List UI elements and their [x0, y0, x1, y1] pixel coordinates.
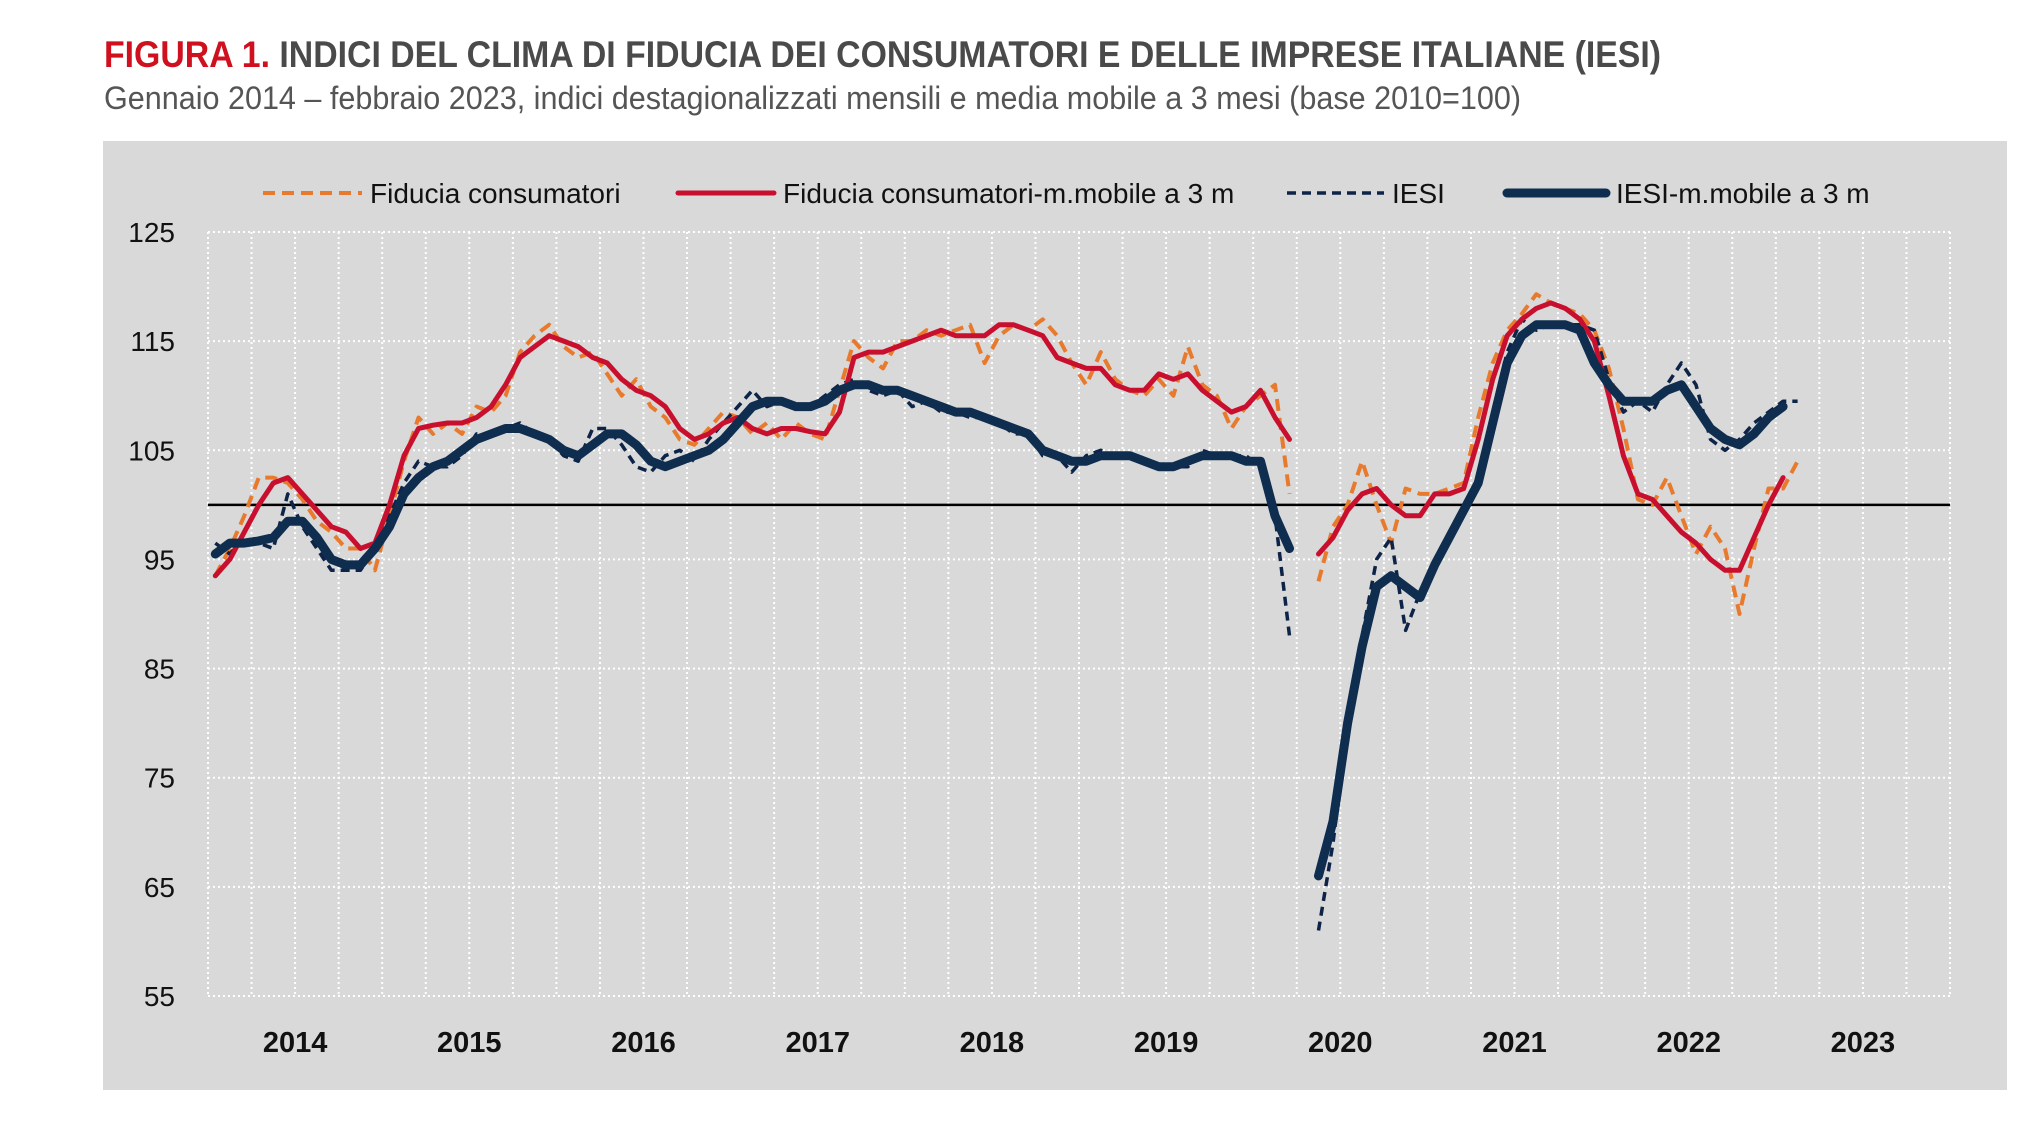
- series-line-fiducia-consumatori: [1316, 292, 1800, 616]
- legend-label: Fiducia consumatori-m.mobile a 3 m: [783, 178, 1234, 209]
- x-tick-label: 2016: [611, 1027, 676, 1059]
- x-tick-label: 2021: [1482, 1027, 1547, 1059]
- legend-label: IESI: [1392, 178, 1445, 209]
- axes: 125 115 105 95 85 75 65 55 2014 2015 2016 2017 2018 2…: [128, 217, 1950, 1059]
- legend-label: IESI-m.mobile a 3 m: [1616, 178, 1870, 209]
- y-tick-label: 75: [144, 763, 175, 794]
- grid: [207, 231, 1951, 997]
- y-tick-label: 55: [144, 981, 175, 1012]
- y-tick-label: 85: [144, 654, 175, 685]
- series-lines: [210, 292, 1800, 931]
- x-tick-label: 2020: [1308, 1027, 1373, 1059]
- x-tick-label: 2017: [785, 1027, 850, 1059]
- series-line-iesi-m-mobile-a-3-m: [210, 380, 1294, 570]
- y-tick-label: 105: [128, 435, 175, 466]
- legend: Fiducia consumatori Fiducia consumatori-m…: [263, 178, 1870, 209]
- x-tick-label: 2018: [960, 1027, 1025, 1059]
- series-line-fiducia-consumatori-m-mobile-a-3-m: [212, 322, 1292, 579]
- series-line-iesi-m-mobile-a-3-m: [1314, 320, 1788, 881]
- title-text: INDICI DEL CLIMA DI FIDUCIA DEI CONSUMAT…: [279, 34, 1661, 75]
- x-tick-label: 2015: [437, 1027, 502, 1059]
- series-line-fiducia-consumatori-m-mobile-a-3-m: [1316, 300, 1786, 573]
- chart-subtitle: Gennaio 2014 – febbraio 2023, indici des…: [104, 80, 1521, 116]
- figure-number: FIGURA 1.: [104, 34, 270, 75]
- x-tick-label: 2014: [263, 1027, 328, 1059]
- y-tick-label: 125: [128, 217, 175, 248]
- y-tick-label: 95: [144, 544, 175, 575]
- y-tick-label: 115: [130, 326, 175, 357]
- chart-title: FIGURA 1. INDICI DEL CLIMA DI FIDUCIA DE…: [104, 34, 1661, 76]
- legend-label: Fiducia consumatori: [370, 178, 621, 209]
- series-line-iesi: [214, 377, 1292, 637]
- x-tick-label: 2023: [1831, 1027, 1896, 1059]
- y-tick-label: 65: [144, 872, 175, 903]
- chart-panel: [103, 141, 2007, 1090]
- x-tick-label: 2019: [1134, 1027, 1199, 1059]
- x-tick-label: 2022: [1656, 1027, 1721, 1059]
